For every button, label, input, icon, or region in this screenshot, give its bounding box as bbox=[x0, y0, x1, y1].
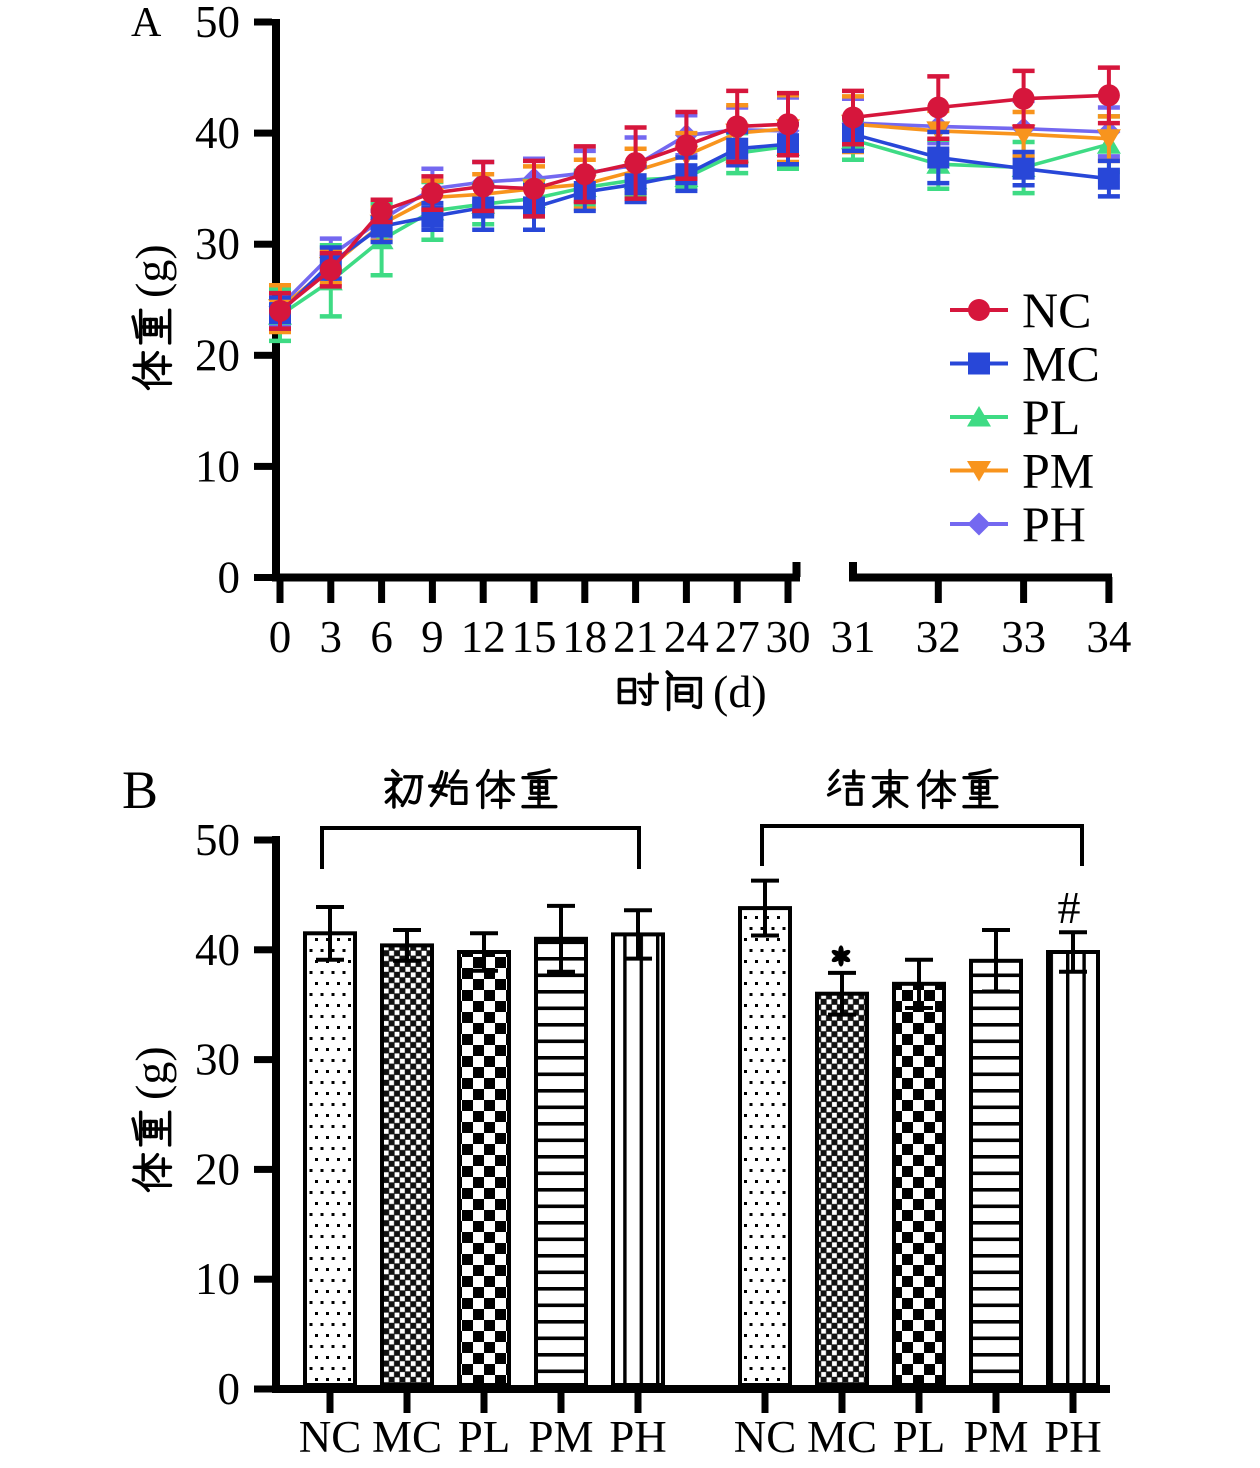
svg-text:31: 31 bbox=[831, 612, 876, 662]
svg-text:10: 10 bbox=[195, 441, 240, 491]
svg-text:24: 24 bbox=[664, 612, 709, 662]
svg-text:50: 50 bbox=[195, 815, 240, 865]
svg-text:B: B bbox=[122, 760, 158, 820]
svg-text:PL: PL bbox=[1022, 389, 1080, 445]
svg-text:3: 3 bbox=[320, 612, 343, 662]
svg-text:NC: NC bbox=[299, 1412, 362, 1462]
svg-text:PH: PH bbox=[1044, 1412, 1102, 1462]
svg-text:9: 9 bbox=[421, 612, 444, 662]
svg-text:(g): (g) bbox=[126, 1046, 177, 1100]
svg-text:27: 27 bbox=[715, 612, 760, 662]
svg-text:18: 18 bbox=[562, 612, 607, 662]
svg-text:MC: MC bbox=[807, 1412, 877, 1462]
svg-text:30: 30 bbox=[766, 612, 811, 662]
svg-text:NC: NC bbox=[1022, 282, 1091, 338]
svg-text:15: 15 bbox=[512, 612, 557, 662]
svg-text:PM: PM bbox=[528, 1412, 593, 1462]
svg-text:20: 20 bbox=[195, 330, 240, 380]
svg-text:0: 0 bbox=[269, 612, 292, 662]
svg-text:50: 50 bbox=[195, 0, 240, 47]
svg-text:(d): (d) bbox=[713, 666, 767, 717]
svg-text:PL: PL bbox=[893, 1412, 946, 1462]
svg-text:MC: MC bbox=[372, 1412, 442, 1462]
svg-text:40: 40 bbox=[195, 108, 240, 158]
svg-text:A: A bbox=[131, 0, 162, 46]
svg-text:30: 30 bbox=[195, 219, 240, 269]
svg-text:PL: PL bbox=[458, 1412, 511, 1462]
svg-text:0: 0 bbox=[218, 553, 241, 603]
svg-text:PM: PM bbox=[1022, 443, 1094, 499]
svg-text:(g): (g) bbox=[126, 244, 177, 298]
svg-text:#: # bbox=[1058, 882, 1081, 933]
svg-text:PH: PH bbox=[609, 1412, 667, 1462]
svg-text:0: 0 bbox=[218, 1364, 241, 1414]
svg-text:NC: NC bbox=[734, 1412, 797, 1462]
svg-text:21: 21 bbox=[613, 612, 658, 662]
svg-text:12: 12 bbox=[461, 612, 506, 662]
svg-text:34: 34 bbox=[1086, 612, 1131, 662]
svg-text:40: 40 bbox=[195, 925, 240, 975]
svg-text:MC: MC bbox=[1022, 336, 1100, 392]
svg-text:PM: PM bbox=[963, 1412, 1028, 1462]
svg-text:10: 10 bbox=[195, 1254, 240, 1304]
svg-text:32: 32 bbox=[916, 612, 961, 662]
svg-text:30: 30 bbox=[195, 1035, 240, 1085]
svg-text:33: 33 bbox=[1001, 612, 1046, 662]
svg-text:PH: PH bbox=[1022, 496, 1086, 552]
svg-text:20: 20 bbox=[195, 1144, 240, 1194]
svg-text:6: 6 bbox=[370, 612, 393, 662]
